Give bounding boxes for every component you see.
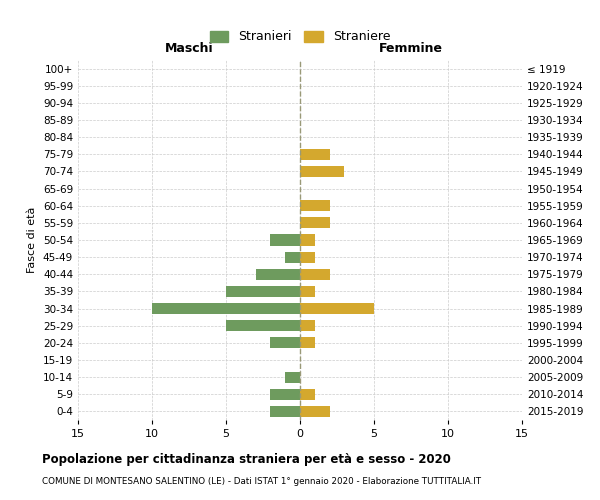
Bar [271, 388, 300, 400]
Bar [226, 320, 300, 332]
Text: Femmine: Femmine [379, 42, 443, 55]
Bar [300, 406, 329, 417]
Bar [256, 268, 300, 280]
Bar [271, 234, 300, 246]
Bar [300, 388, 315, 400]
Bar [152, 303, 300, 314]
Bar [300, 320, 315, 332]
Text: Maschi: Maschi [164, 42, 214, 55]
Y-axis label: Fasce di età: Fasce di età [28, 207, 37, 273]
Bar [285, 252, 300, 262]
Bar [300, 268, 329, 280]
Bar [285, 372, 300, 382]
Bar [271, 406, 300, 417]
Bar [300, 166, 344, 177]
Bar [300, 252, 315, 262]
Bar [300, 148, 329, 160]
Bar [300, 338, 315, 348]
Bar [300, 218, 329, 228]
Bar [300, 286, 315, 297]
Bar [300, 303, 374, 314]
Bar [300, 200, 329, 211]
Legend: Stranieri, Straniere: Stranieri, Straniere [206, 26, 394, 47]
Bar [226, 286, 300, 297]
Text: Popolazione per cittadinanza straniera per età e sesso - 2020: Popolazione per cittadinanza straniera p… [42, 452, 451, 466]
Bar [300, 234, 315, 246]
Bar [271, 338, 300, 348]
Text: COMUNE DI MONTESANO SALENTINO (LE) - Dati ISTAT 1° gennaio 2020 - Elaborazione T: COMUNE DI MONTESANO SALENTINO (LE) - Dat… [42, 478, 481, 486]
